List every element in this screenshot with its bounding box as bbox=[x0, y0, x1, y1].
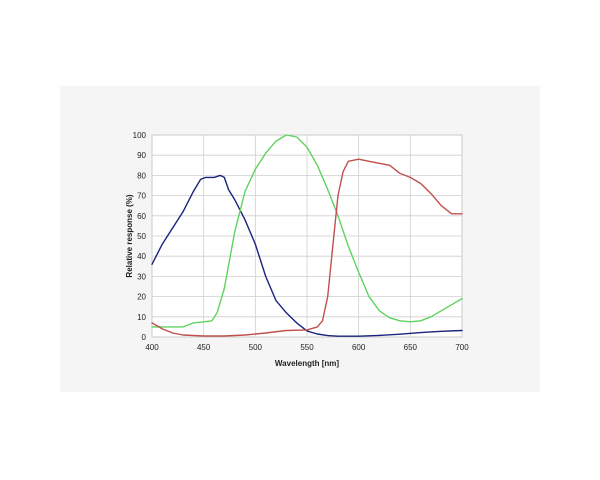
y-tick-label: 90 bbox=[137, 151, 146, 160]
relative-response-chart: 0 10 20 30 40 50 60 70 80 90 100 400 450 500 550 600 65… bbox=[125, 131, 469, 368]
y-tick-label: 50 bbox=[137, 232, 146, 241]
y-tick-label: 40 bbox=[137, 252, 146, 261]
x-tick-label: 650 bbox=[404, 343, 418, 352]
y-axis-title: Relative response (%) bbox=[125, 194, 134, 277]
x-tick-label: 700 bbox=[455, 343, 469, 352]
x-tick-labels: 400 450 500 550 600 650 700 bbox=[145, 343, 469, 352]
y-tick-label: 0 bbox=[142, 333, 147, 342]
y-tick-label: 100 bbox=[133, 131, 147, 140]
y-tick-labels: 0 10 20 30 40 50 60 70 80 90 100 bbox=[133, 131, 147, 342]
y-tick-label: 20 bbox=[137, 293, 146, 302]
x-axis-title: Wavelength [nm] bbox=[275, 359, 339, 368]
chart-panel: 0 10 20 30 40 50 60 70 80 90 100 400 450 500 550 600 65… bbox=[60, 86, 540, 392]
series-lines bbox=[151, 134, 463, 337]
x-tick-label: 550 bbox=[300, 343, 314, 352]
gridlines bbox=[151, 134, 463, 338]
y-tick-label: 10 bbox=[137, 313, 146, 322]
y-tick-label: 60 bbox=[137, 212, 146, 221]
y-tick-label: 70 bbox=[137, 192, 146, 201]
x-tick-label: 400 bbox=[145, 343, 159, 352]
series-line-3 bbox=[151, 158, 463, 337]
x-tick-label: 600 bbox=[352, 343, 366, 352]
series-line-1 bbox=[151, 174, 463, 337]
x-tick-label: 500 bbox=[249, 343, 263, 352]
y-tick-label: 30 bbox=[137, 272, 146, 281]
series-line-2 bbox=[151, 134, 463, 328]
y-tick-label: 80 bbox=[137, 171, 146, 180]
x-tick-label: 450 bbox=[197, 343, 211, 352]
